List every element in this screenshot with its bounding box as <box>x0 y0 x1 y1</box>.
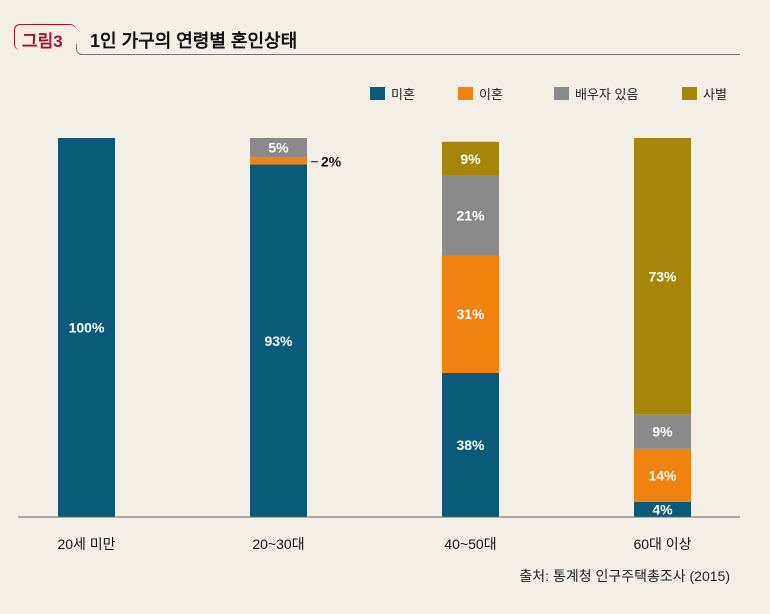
data-label-2-3: 9% <box>460 151 481 167</box>
legend-label-0: 미혼 <box>391 87 415 102</box>
data-label-1-1: 2% <box>321 154 342 170</box>
legend-swatch-2 <box>554 87 569 100</box>
chart-title: 1인 가구의 연령별 혼인상태 <box>90 31 298 51</box>
data-label-3-0: 4% <box>652 501 673 517</box>
data-label-3-1: 14% <box>648 467 677 483</box>
figure-badge <box>14 24 76 50</box>
bar-2-1 <box>442 255 499 373</box>
legend-label-1: 이혼 <box>479 87 503 102</box>
bar-3-2 <box>634 414 691 449</box>
data-label-1-2: 5% <box>268 139 289 155</box>
legend-swatch-1 <box>458 87 473 100</box>
bar-1-1 <box>250 156 307 165</box>
data-label-2-2: 21% <box>456 208 485 224</box>
x-tick-label-3: 60대 이상 <box>633 536 691 552</box>
bar-3-0 <box>634 501 691 517</box>
data-label-3-3: 73% <box>648 268 677 284</box>
title-rule-hook <box>76 44 83 55</box>
legend-label-2: 배우자 있음 <box>575 87 638 102</box>
data-label-2-0: 38% <box>456 437 485 453</box>
bar-1-0 <box>250 164 307 517</box>
x-tick-label-1: 20~30대 <box>252 536 304 552</box>
legend-label-3: 사별 <box>703 87 727 102</box>
source-note: 출처: 통계청 인구주택총조사 (2015) <box>519 568 730 584</box>
bar-2-3 <box>442 141 499 176</box>
data-label-0-0: 100% <box>69 320 105 336</box>
bar-2-2 <box>442 175 499 256</box>
data-label-3-2: 9% <box>652 424 673 440</box>
bar-3-1 <box>634 448 691 502</box>
bar-2-0 <box>442 372 499 517</box>
figure-badge-label: 그림3 <box>22 32 63 51</box>
x-tick-label-2: 40~50대 <box>444 536 496 552</box>
x-tick-label-0: 20세 미만 <box>57 536 115 552</box>
data-label-1-0: 93% <box>264 333 293 349</box>
bar-3-3 <box>634 138 691 415</box>
legend-swatch-0 <box>370 87 385 100</box>
title-rule <box>80 54 740 55</box>
legend-swatch-3 <box>682 87 697 100</box>
data-label-2-1: 31% <box>456 306 485 322</box>
bar-1-2 <box>250 138 307 157</box>
bar-0-0 <box>58 138 115 517</box>
